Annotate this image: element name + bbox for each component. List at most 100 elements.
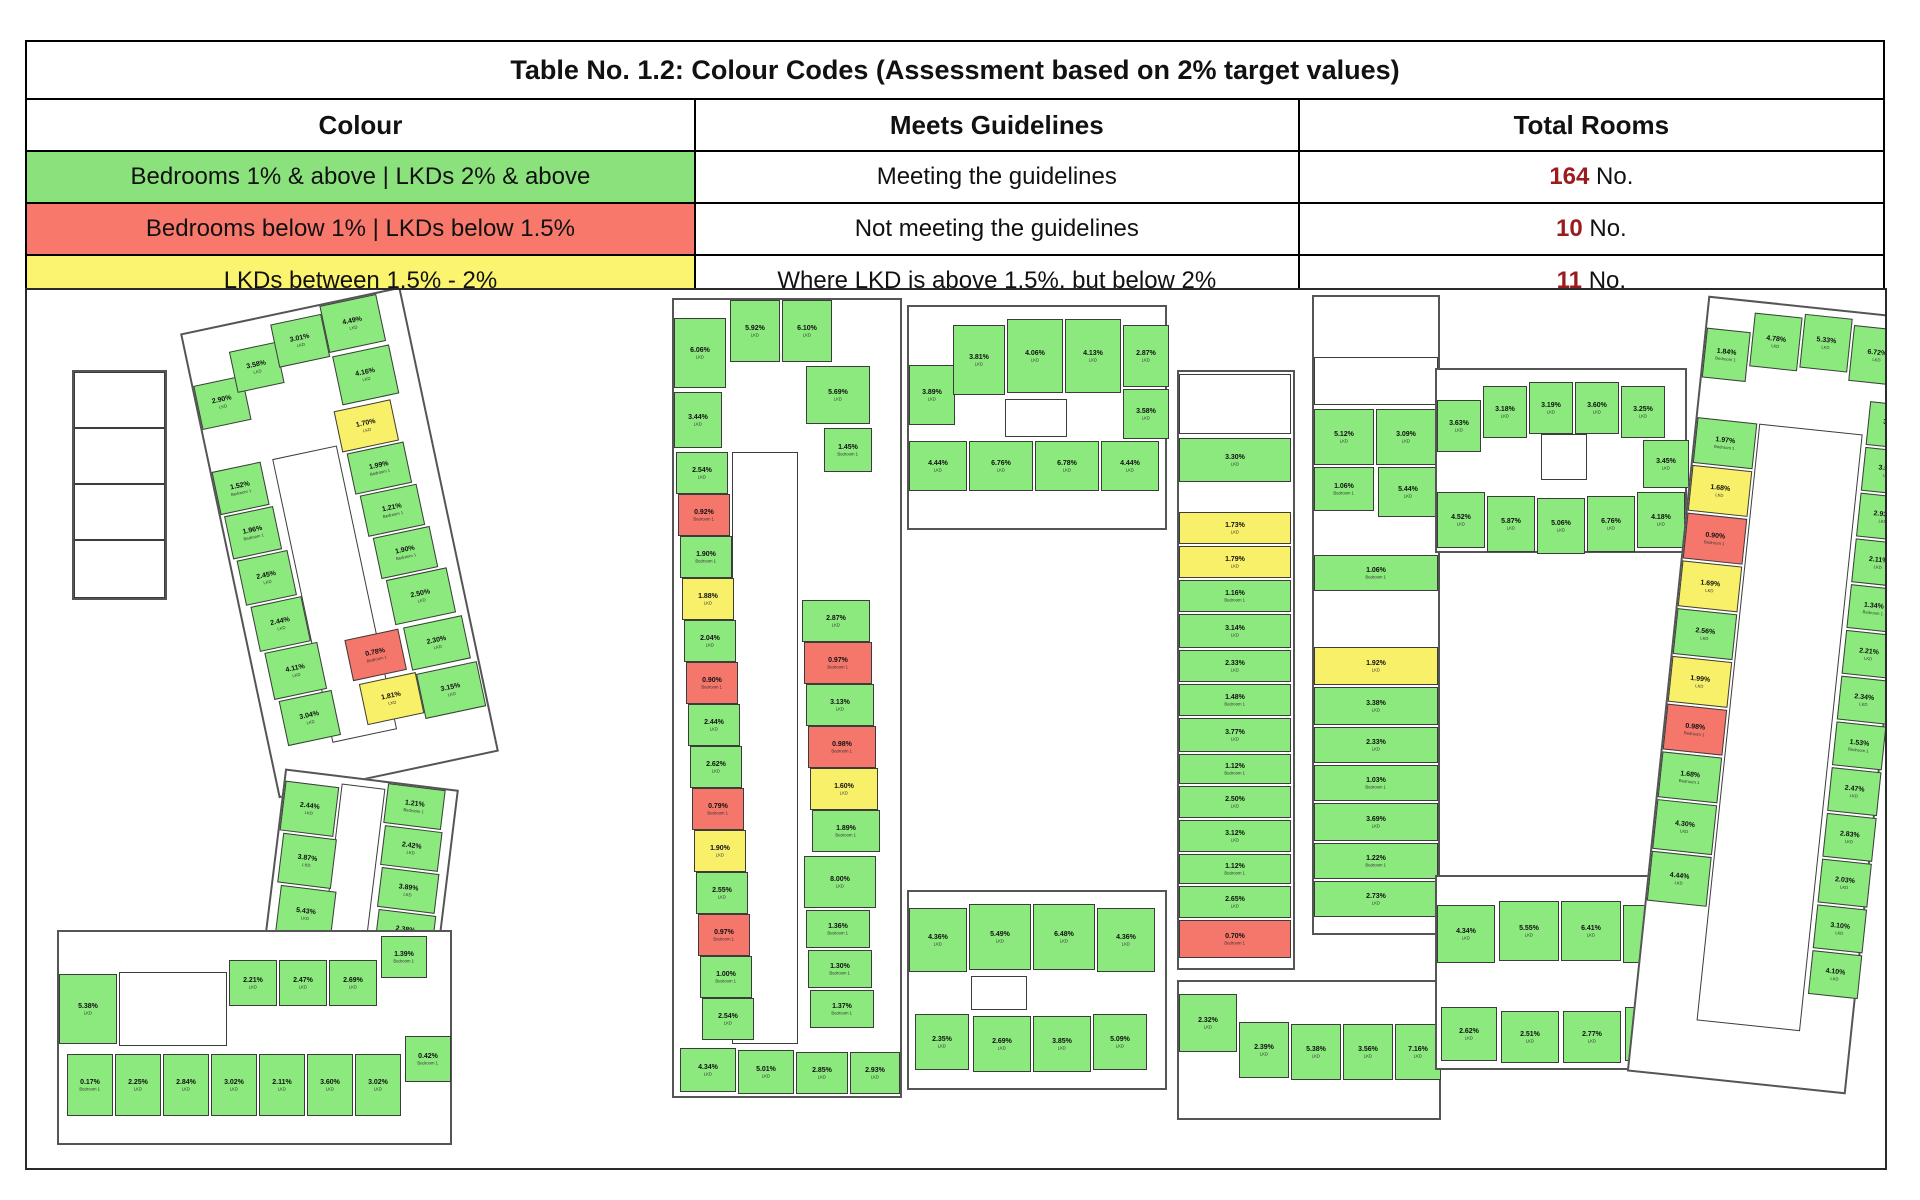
room-percentage: 2.84% xyxy=(176,1078,196,1086)
room: 2.84% LKD xyxy=(163,1054,209,1116)
room-type-label: LKD xyxy=(1057,1046,1067,1051)
legend-guideline-green: Meeting the guidelines xyxy=(693,150,1300,204)
room: 5.09% LKD xyxy=(1093,1014,1147,1070)
room-type-label: LKD xyxy=(1863,656,1873,662)
room-percentage: 6.76% xyxy=(991,459,1011,467)
room: 3.89% LKD xyxy=(909,365,955,425)
room-percentage: 5.38% xyxy=(78,1002,98,1010)
room-percentage: 2.11% xyxy=(1868,555,1887,565)
room-type-label: LKD xyxy=(1546,410,1556,415)
room-type-label: LKD xyxy=(1030,358,1040,363)
room-type-label: LKD xyxy=(1371,708,1381,713)
room: 2.62%LKD xyxy=(1441,1007,1497,1061)
room-type-label: Bedroom 1 xyxy=(393,959,415,964)
room: 2.33% LKD xyxy=(1179,650,1291,682)
room: 5.06% LKD xyxy=(1537,498,1585,554)
room: 5.12% LKD xyxy=(1314,409,1374,465)
room: 3.19% LKD xyxy=(1529,382,1573,434)
room: 3.56% LKD xyxy=(1343,1024,1393,1080)
room: 3.77% LKD xyxy=(1179,718,1291,752)
room: 5.33% LKD xyxy=(1799,313,1853,373)
room-type-label: LKD xyxy=(1587,1039,1597,1044)
room-percentage: 4.44% xyxy=(1669,871,1690,881)
room: 2.34% LKD xyxy=(1836,675,1885,725)
room-type-label: LKD xyxy=(1700,636,1709,642)
room: 4.18% LKD xyxy=(1637,492,1685,548)
room: 3.38%LKD xyxy=(1314,687,1438,725)
room-type-label: Bedroom 1 xyxy=(1365,863,1387,868)
room-type-label: LKD xyxy=(1679,829,1689,835)
room-percentage: 0.90% xyxy=(702,676,722,684)
room-type-label: Bedroom 1 xyxy=(1365,575,1387,580)
room-type-label: LKD xyxy=(1413,1054,1423,1059)
mid-bottom-right: 2.32% LKD 2.39% LKD 5.38% LKD 3.56% LKD 7.16% LKD xyxy=(1177,980,1441,1120)
room-percentage: 2.44% xyxy=(704,718,724,726)
room-type-label: LKD xyxy=(1872,357,1881,363)
room-percentage: 1.16% xyxy=(1225,589,1245,597)
room: 1.96% Bedroom 1 xyxy=(224,506,283,560)
room-percentage: 4.44% xyxy=(928,459,948,467)
room: 2.73% LKD xyxy=(1314,881,1438,917)
room-percentage: 1.22% xyxy=(1366,854,1386,862)
room-type-label: LKD xyxy=(302,862,311,868)
room: 3.12% LKD xyxy=(1179,820,1291,852)
room-percentage: 2.69% xyxy=(992,1037,1012,1045)
room: 2.69%LKD xyxy=(329,960,377,1006)
room: 2.87% LKD xyxy=(802,600,870,642)
room: 3.02% LKD xyxy=(211,1054,257,1116)
room-percentage: 1.90% xyxy=(696,550,716,558)
room-percentage: 6.06% xyxy=(690,346,710,354)
room-percentage: 0.97% xyxy=(828,656,848,664)
room-type-label: LKD xyxy=(1121,942,1131,947)
room-percentage: 3.63% xyxy=(1449,419,1469,427)
room-percentage: 3.84% xyxy=(1882,418,1887,428)
room: 1.73% LKD xyxy=(1179,512,1291,544)
room-percentage: 3.12% xyxy=(1225,829,1245,837)
room: 2.11% LKD xyxy=(259,1054,305,1116)
room-percentage: 0.92% xyxy=(694,508,714,516)
room-percentage: 3.04% xyxy=(298,709,320,721)
room-percentage: 2.87% xyxy=(1136,349,1156,357)
room-percentage: 2.54% xyxy=(718,1012,738,1020)
left-upper-wing: 2.90% LKD 3.58% LKD 3.01% LKD 4.49% LKD 4.16% LKD… xyxy=(180,290,499,799)
room-percentage: 3.18% xyxy=(1495,405,1515,413)
room-unlabeled xyxy=(74,428,165,484)
room-type-label: LKD xyxy=(1125,468,1135,473)
room: 3.58% LKD xyxy=(1123,389,1169,439)
room-unlabeled xyxy=(74,372,165,428)
room-percentage: 8.00% xyxy=(830,875,850,883)
room: 2.56% LKD xyxy=(1672,608,1738,661)
room: 4.36% LKD xyxy=(909,908,967,972)
room: 6.76% LKD xyxy=(969,441,1033,491)
room-type-label: LKD xyxy=(1839,885,1849,891)
room: 2.69%LKD xyxy=(973,1016,1031,1072)
room-percentage: 5.01% xyxy=(756,1065,776,1073)
room-type-label: LKD xyxy=(1883,473,1887,479)
room-percentage: 4.13% xyxy=(1083,349,1103,357)
room-percentage: 4.11% xyxy=(284,662,306,674)
mid-left-tower: 6.06% LKD 5.92% LKD 6.10% LKD 5.69% LKD 3.44% LKD… xyxy=(672,298,902,1098)
room-percentage: 2.45% xyxy=(255,569,277,581)
room-percentage: 2.83% xyxy=(1839,829,1861,839)
room-percentage: 1.99% xyxy=(1690,674,1711,684)
room: 1.79% LKD xyxy=(1179,546,1291,578)
room-percentage: 3.15% xyxy=(440,681,461,693)
room: 4.44% LKD xyxy=(1646,850,1712,907)
room-type-label: LKD xyxy=(933,468,943,473)
room: 3.85% LKD xyxy=(1033,1016,1091,1072)
room-type-label: LKD xyxy=(997,1046,1007,1051)
room: 4.44% LKD xyxy=(909,441,967,491)
room: 0.42% Bedroom 1 xyxy=(405,1036,451,1082)
room-percentage: 6.48% xyxy=(1054,930,1074,938)
room-percentage: 4.49% xyxy=(341,315,363,327)
room-percentage: 3.09% xyxy=(1396,430,1416,438)
room: 1.88% LKD xyxy=(682,578,734,620)
room-percentage: 3.38% xyxy=(1366,699,1386,707)
room-percentage: 2.87% xyxy=(826,614,846,622)
room-type-label: LKD xyxy=(1674,880,1684,886)
room: 6.72% LKD xyxy=(1848,325,1885,387)
room-percentage: 1.36% xyxy=(828,922,848,930)
room: 5.49% LKD xyxy=(969,904,1031,970)
room: 3.14% LKD xyxy=(1179,614,1291,648)
room: 2.33% LKD xyxy=(1314,727,1438,763)
